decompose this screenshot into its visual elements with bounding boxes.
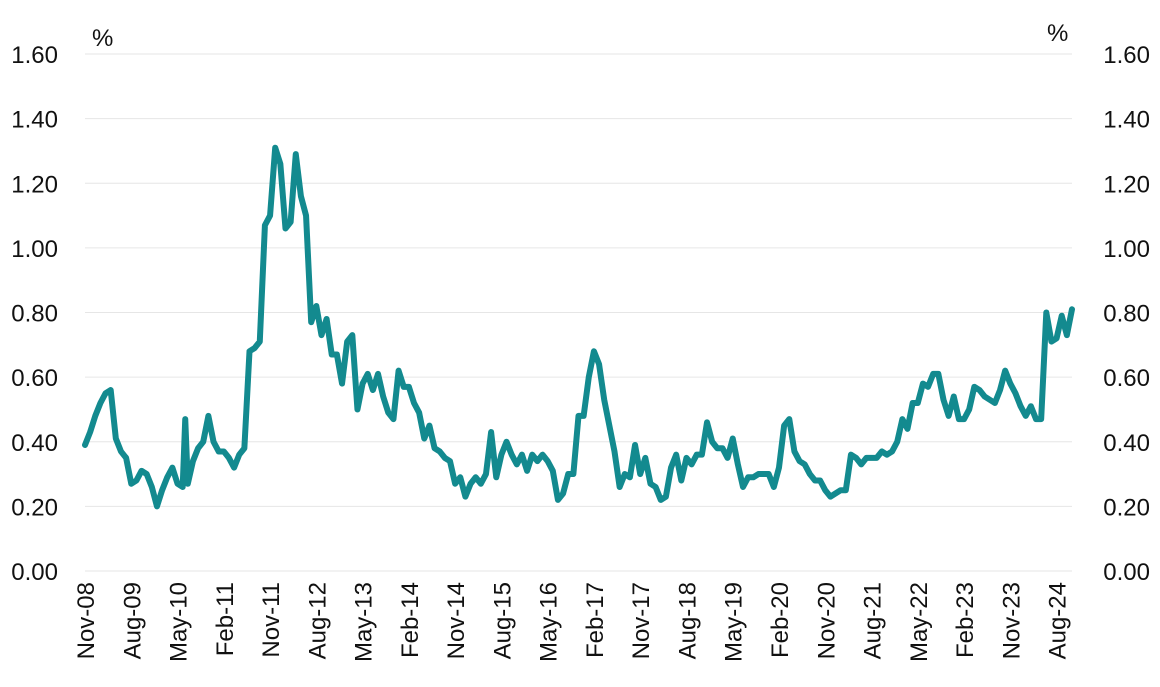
y-tick-label-left: 1.00 <box>11 236 58 263</box>
y-tick-label-left: 0.80 <box>11 301 58 328</box>
y-tick-label-left: 1.40 <box>11 107 58 134</box>
x-tick-label: Nov-08 <box>73 582 100 659</box>
y-axis-left: 0.00 0.20 0.40 0.60 0.80 1.00 1.20 1.40 1.60 <box>11 42 58 586</box>
x-tick-label: May-10 <box>166 582 193 662</box>
x-tick-label: May-13 <box>351 582 378 662</box>
x-tick-label: Nov-17 <box>628 582 655 659</box>
y-tick-label-left: 1.60 <box>11 42 58 69</box>
y-tick-label-right: 0.00 <box>1103 559 1150 586</box>
x-tick-label: Aug-21 <box>860 582 887 659</box>
x-tick-label: Nov-11 <box>258 582 285 658</box>
series-line <box>82 144 1075 510</box>
x-tick-label: Nov-20 <box>813 582 840 659</box>
y-tick-label-right: 0.60 <box>1103 365 1150 392</box>
y-tick-label-left: 0.40 <box>11 430 58 457</box>
x-tick-label: Aug-24 <box>1045 582 1072 659</box>
y-axis-right: 0.00 0.20 0.40 0.60 0.80 1.00 1.20 1.40 1.60 <box>1103 42 1150 586</box>
y-tick-label-right: 0.40 <box>1103 430 1150 457</box>
y-unit-right: % <box>1047 20 1068 47</box>
x-tick-label: Feb-23 <box>952 582 979 658</box>
x-tick-label: Feb-14 <box>397 582 424 658</box>
x-tick-label: Aug-15 <box>489 582 516 659</box>
y-tick-label-left: 1.20 <box>11 171 58 198</box>
y-tick-label-right: 1.60 <box>1103 42 1150 69</box>
y-tick-label-left: 0.20 <box>11 494 58 521</box>
y-unit-left: % <box>92 25 113 52</box>
x-tick-label: Feb-20 <box>767 582 794 658</box>
y-tick-label-right: 1.20 <box>1103 171 1150 198</box>
x-tick-label: Aug-12 <box>304 582 331 659</box>
x-tick-label: Nov-23 <box>998 582 1025 659</box>
x-tick-label: Feb-11 <box>212 582 239 656</box>
y-tick-label-right: 0.80 <box>1103 301 1150 328</box>
series-layer <box>82 144 1075 510</box>
x-tick-label: Aug-18 <box>674 582 701 659</box>
x-tick-label: May-16 <box>536 582 563 662</box>
x-tick-label: Feb-17 <box>582 582 609 658</box>
y-tick-label-left: 0.00 <box>11 559 58 586</box>
y-tick-label-right: 1.40 <box>1103 107 1150 134</box>
gridlines <box>85 53 1072 572</box>
x-tick-label: May-22 <box>906 582 933 662</box>
y-tick-label-right: 0.20 <box>1103 494 1150 521</box>
x-tick-label: Nov-14 <box>443 582 470 659</box>
x-tick-label: Aug-09 <box>119 582 146 659</box>
y-tick-label-right: 1.00 <box>1103 236 1150 263</box>
x-tick-label: May-19 <box>721 582 748 662</box>
y-tick-label-left: 0.60 <box>11 365 58 392</box>
x-axis: Nov-08 Aug-09 May-10 Feb-11 Nov-11 Aug-12 May-… <box>73 582 1072 662</box>
